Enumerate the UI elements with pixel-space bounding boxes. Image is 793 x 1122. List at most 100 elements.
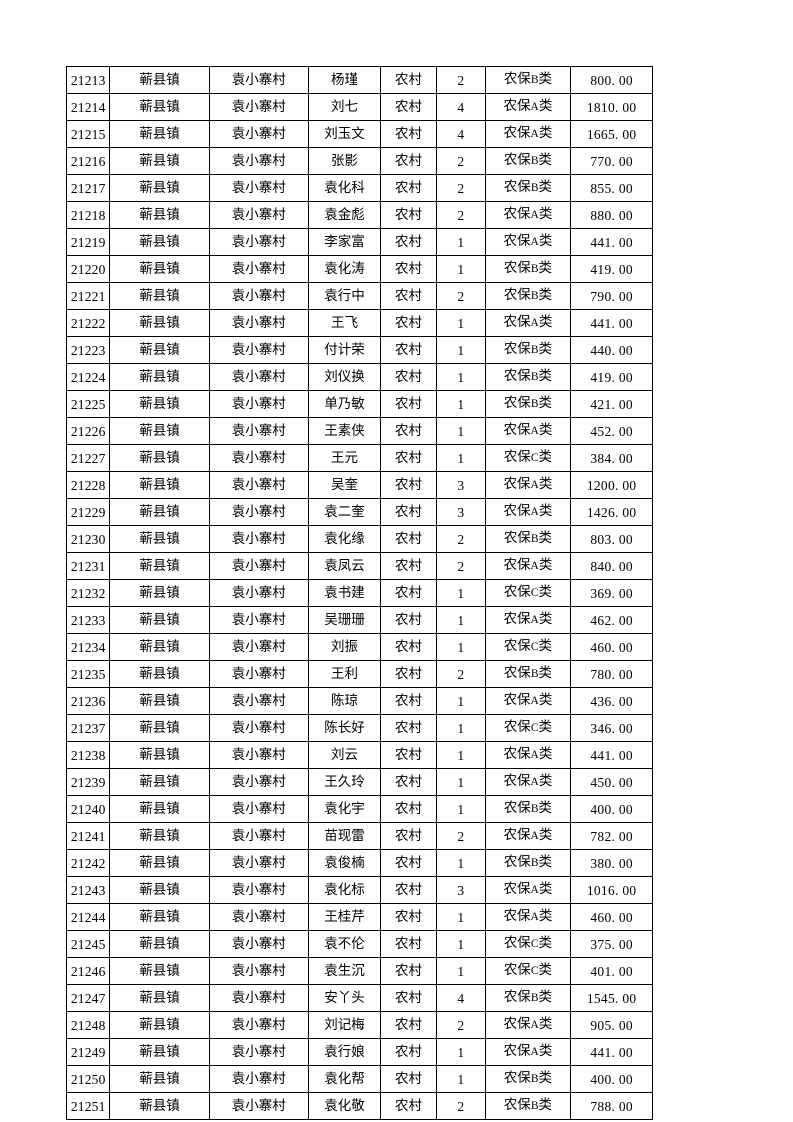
insurance-category-cell: 农保B类 [484,255,572,283]
insurance-category-cell: 农保C类 [484,444,572,472]
person-name-cell: 袁化敬 [307,1092,382,1120]
serial-number-cell: 21250 [65,1065,111,1093]
serial-number-cell: 21224 [65,363,111,391]
town-cell: 蕲县镇 [109,1011,210,1039]
town-cell: 蕲县镇 [109,768,210,796]
town-cell: 蕲县镇 [109,1065,210,1093]
amount-cell: 1200. 00 [570,471,653,499]
household-type-cell: 农村 [380,714,437,742]
table-row: 21225 蕲县镇 袁小寨村 单乃敏 农村 1 农保B类 421. 00 [65,390,653,418]
village-cell: 袁小寨村 [208,903,309,931]
amount-cell: 462. 00 [570,606,653,634]
household-type-cell: 农村 [380,336,437,364]
insurance-category-cell: 农保A类 [484,1011,572,1039]
household-type-cell: 农村 [380,390,437,418]
person-name-cell: 刘振 [307,633,382,661]
person-name-cell: 袁书建 [307,579,382,607]
amount-cell: 441. 00 [570,1038,653,1066]
insurance-category-cell: 农保A类 [484,822,572,850]
town-cell: 蕲县镇 [109,903,210,931]
people-count-cell: 1 [435,768,486,796]
household-type-cell: 农村 [380,741,437,769]
town-cell: 蕲县镇 [109,309,210,337]
serial-number-cell: 21221 [65,282,111,310]
people-count-cell: 3 [435,876,486,904]
table-row: 21218 蕲县镇 袁小寨村 袁金彪 农村 2 农保A类 880. 00 [65,201,653,229]
town-cell: 蕲县镇 [109,606,210,634]
person-name-cell: 王元 [307,444,382,472]
village-cell: 袁小寨村 [208,336,309,364]
village-cell: 袁小寨村 [208,579,309,607]
table-row: 21231 蕲县镇 袁小寨村 袁凤云 农村 2 农保A类 840. 00 [65,552,653,580]
table-row: 21214 蕲县镇 袁小寨村 刘七 农村 4 农保A类 1810. 00 [65,93,653,121]
serial-number-cell: 21215 [65,120,111,148]
table-row: 21234 蕲县镇 袁小寨村 刘振 农村 1 农保C类 460. 00 [65,633,653,661]
town-cell: 蕲县镇 [109,660,210,688]
serial-number-cell: 21213 [65,66,111,94]
insurance-category-cell: 农保C类 [484,957,572,985]
household-type-cell: 农村 [380,552,437,580]
serial-number-cell: 21248 [65,1011,111,1039]
people-count-cell: 1 [435,606,486,634]
table-row: 21232 蕲县镇 袁小寨村 袁书建 农村 1 农保C类 369. 00 [65,579,653,607]
serial-number-cell: 21228 [65,471,111,499]
village-cell: 袁小寨村 [208,768,309,796]
amount-cell: 419. 00 [570,255,653,283]
village-cell: 袁小寨村 [208,849,309,877]
household-type-cell: 农村 [380,795,437,823]
person-name-cell: 袁不伦 [307,930,382,958]
insurance-category-cell: 农保A类 [484,498,572,526]
person-name-cell: 袁行中 [307,282,382,310]
village-cell: 袁小寨村 [208,417,309,445]
amount-cell: 401. 00 [570,957,653,985]
insurance-category-cell: 农保B类 [484,390,572,418]
village-cell: 袁小寨村 [208,552,309,580]
household-type-cell: 农村 [380,228,437,256]
people-count-cell: 1 [435,903,486,931]
serial-number-cell: 21242 [65,849,111,877]
amount-cell: 346. 00 [570,714,653,742]
serial-number-cell: 21247 [65,984,111,1012]
insurance-category-cell: 农保A类 [484,768,572,796]
amount-cell: 880. 00 [570,201,653,229]
insurance-category-cell: 农保A类 [484,606,572,634]
people-count-cell: 1 [435,336,486,364]
table-row: 21236 蕲县镇 袁小寨村 陈琼 农村 1 农保A类 436. 00 [65,687,653,715]
people-count-cell: 4 [435,93,486,121]
household-type-cell: 农村 [380,633,437,661]
village-cell: 袁小寨村 [208,714,309,742]
village-cell: 袁小寨村 [208,390,309,418]
amount-cell: 782. 00 [570,822,653,850]
insurance-category-cell: 农保A类 [484,687,572,715]
household-type-cell: 农村 [380,471,437,499]
amount-cell: 400. 00 [570,795,653,823]
town-cell: 蕲县镇 [109,984,210,1012]
people-count-cell: 1 [435,849,486,877]
village-cell: 袁小寨村 [208,822,309,850]
table-row: 21224 蕲县镇 袁小寨村 刘仪换 农村 1 农保B类 419. 00 [65,363,653,391]
people-count-cell: 1 [435,309,486,337]
insurance-category-cell: 农保B类 [484,525,572,553]
amount-cell: 788. 00 [570,1092,653,1120]
village-cell: 袁小寨村 [208,255,309,283]
table-row: 21230 蕲县镇 袁小寨村 袁化缘 农村 2 农保B类 803. 00 [65,525,653,553]
town-cell: 蕲县镇 [109,417,210,445]
village-cell: 袁小寨村 [208,525,309,553]
person-name-cell: 刘仪换 [307,363,382,391]
amount-cell: 460. 00 [570,633,653,661]
table-row: 21237 蕲县镇 袁小寨村 陈长好 农村 1 农保C类 346. 00 [65,714,653,742]
people-count-cell: 2 [435,174,486,202]
insurance-category-cell: 农保C类 [484,633,572,661]
town-cell: 蕲县镇 [109,471,210,499]
serial-number-cell: 21232 [65,579,111,607]
serial-number-cell: 21239 [65,768,111,796]
people-count-cell: 1 [435,417,486,445]
household-type-cell: 农村 [380,498,437,526]
town-cell: 蕲县镇 [109,201,210,229]
village-cell: 袁小寨村 [208,228,309,256]
amount-cell: 369. 00 [570,579,653,607]
person-name-cell: 吴奎 [307,471,382,499]
household-type-cell: 农村 [380,930,437,958]
town-cell: 蕲县镇 [109,957,210,985]
table-row: 21247 蕲县镇 袁小寨村 安丫头 农村 4 农保B类 1545. 00 [65,984,653,1012]
